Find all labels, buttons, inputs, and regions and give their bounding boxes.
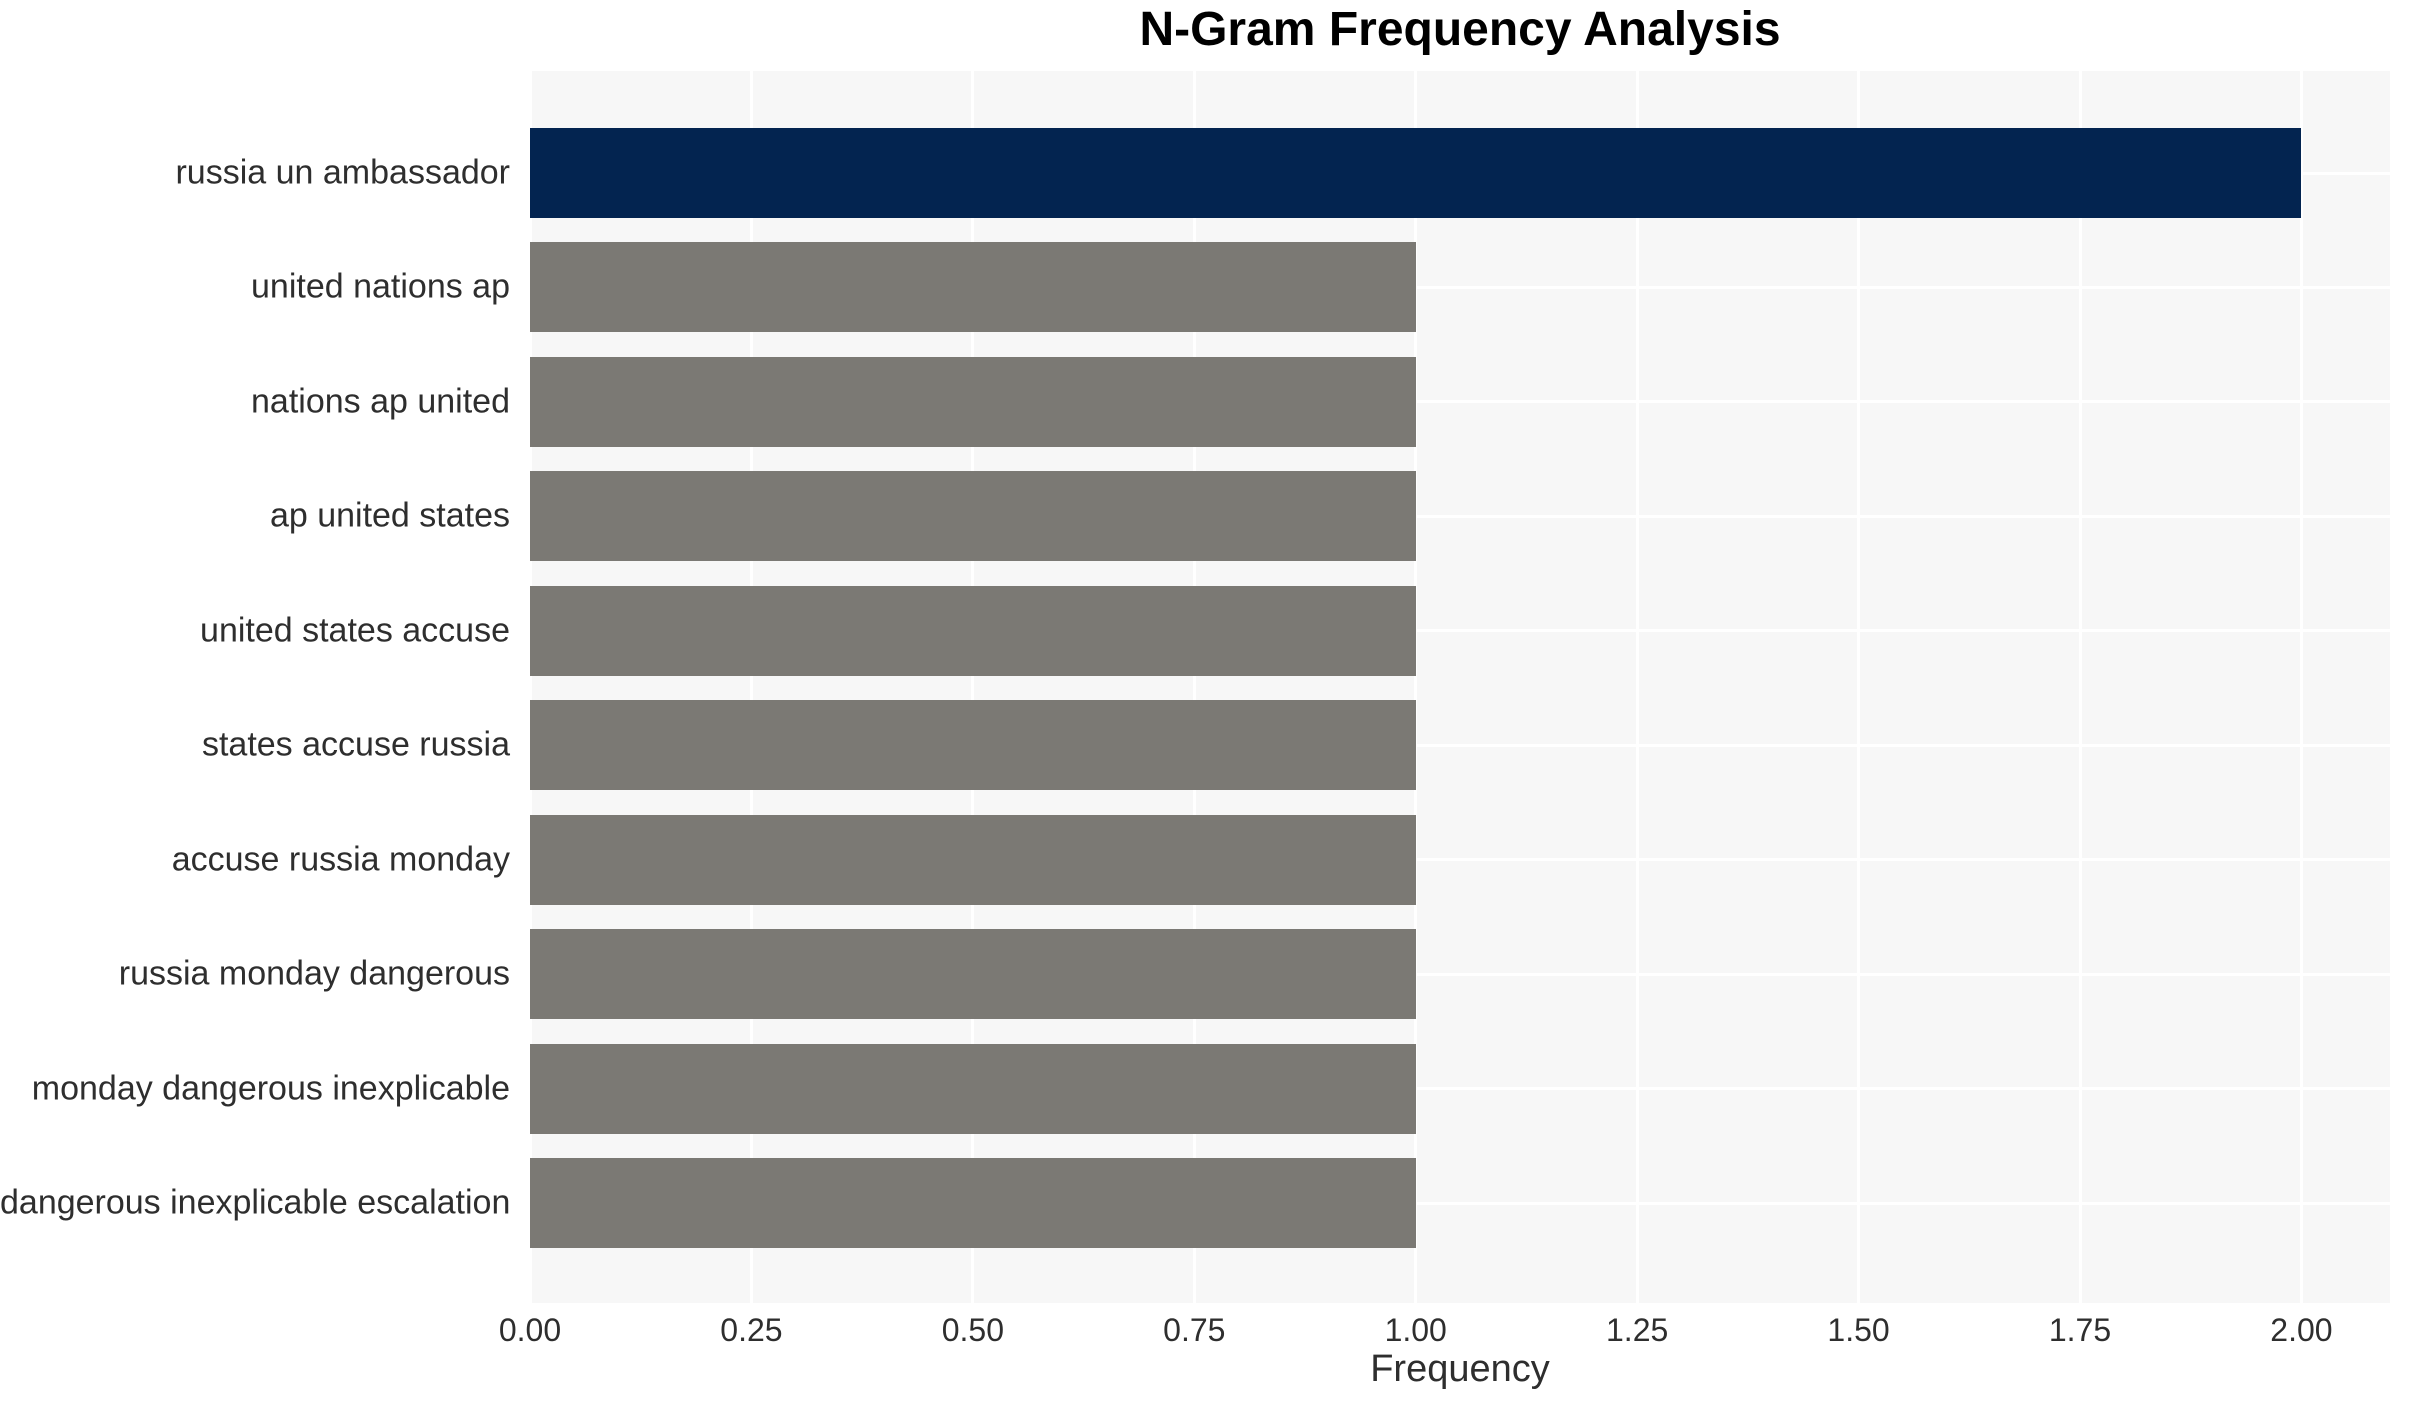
x-tick-label: 0.00 [498,1312,562,1348]
y-tick-label: accuse russia monday [171,840,510,879]
horizontal-gridline [530,858,2390,862]
vertical-gridline [1635,71,1639,1303]
horizontal-gridline [530,285,2390,289]
y-tick-label: nations ap united [251,382,510,421]
y-tick-label: ap united states [269,496,510,535]
horizontal-gridline [530,629,2390,633]
y-tick-label: dangerous inexplicable escalation [0,1183,511,1222]
x-tick-label: 2.00 [2270,1312,2333,1348]
horizontal-gridline [530,743,2390,747]
bar-accuse-russia-monday [530,814,1416,905]
vertical-gridline [530,71,532,1303]
bar-united-nations-ap [530,242,1416,333]
bar-monday-dangerous-inexplicable [530,1043,1416,1134]
bar-russia-monday-dangerous [530,929,1416,1020]
vertical-gridline [2299,71,2303,1303]
bar-dangerous-inexplicable-escalation [530,1158,1416,1249]
x-tick-label: 0.75 [1163,1312,1226,1348]
plot-area [530,71,2390,1303]
x-tick-label: 0.50 [941,1312,1004,1348]
y-tick-label: united states accuse [200,611,510,650]
bar-states-accuse-russia [530,700,1416,791]
y-tick-label: russia monday dangerous [118,954,510,993]
x-tick-label: 1.25 [1606,1312,1669,1348]
y-tick-label: states accuse russia [201,725,510,764]
vertical-gridline [749,71,753,1303]
x-tick-label: 1.75 [2048,1312,2112,1348]
y-tick-label: russia un ambassador [175,153,510,192]
x-tick-label: 1.50 [1827,1312,1890,1348]
x-tick-label: 1.00 [1384,1312,1447,1348]
bar-russia-un-ambassador [530,128,2302,218]
vertical-gridline [971,71,975,1303]
x-tick-label: 0.25 [720,1312,783,1348]
y-tick-label: monday dangerous inexplicable [31,1069,510,1108]
x-axis-title: Frequency [1370,1348,1550,1390]
horizontal-gridline [530,400,2390,404]
bar-nations-ap-united [530,356,1416,447]
horizontal-gridline [530,1087,2390,1091]
horizontal-gridline [530,514,2390,518]
horizontal-gridline [530,1201,2390,1205]
chart-title: N-Gram Frequency Analysis [1139,3,1781,56]
vertical-gridline [1192,71,1196,1303]
bar-united-states-accuse [530,585,1416,676]
vertical-gridline [2078,71,2082,1303]
horizontal-gridline [530,972,2390,976]
vertical-gridline [1857,71,1861,1303]
bar-ap-united-states [530,471,1416,562]
vertical-gridline [1414,71,1418,1303]
y-tick-label: united nations ap [251,267,510,306]
